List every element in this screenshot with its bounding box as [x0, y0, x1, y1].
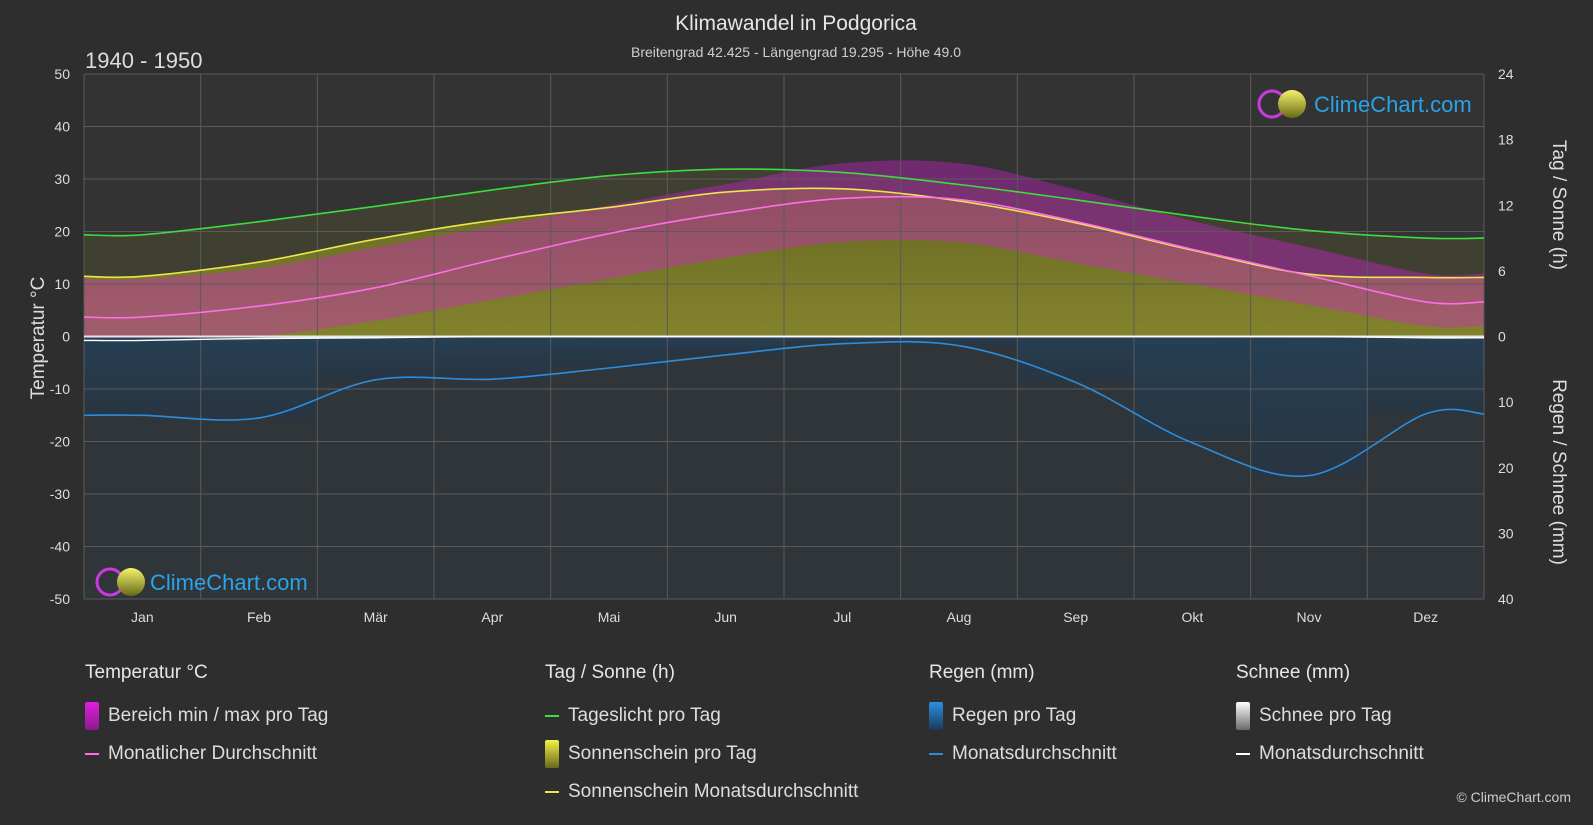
y-right-top-tick-label: 12	[1498, 197, 1514, 213]
legend-item-snow-avg: Monatsdurchschnitt	[1236, 740, 1424, 768]
logo-text-top: ClimeChart.com	[1314, 92, 1472, 117]
rain-bar	[1250, 336, 1368, 476]
y-right-top-label: Tag / Sonne (h)	[1548, 140, 1569, 270]
legend-snow: Schnee (mm) Schnee pro Tag Monatsdurchsc…	[1236, 662, 1424, 778]
y-left-tick-label: 0	[62, 329, 70, 345]
x-tick-label: Sep	[1063, 609, 1088, 625]
legend-item-snow: Schnee pro Tag	[1236, 702, 1424, 730]
logo-text-bottom: ClimeChart.com	[150, 570, 308, 595]
y-right-top-tick-label: 0	[1498, 329, 1506, 345]
period-label: 1940 - 1950	[85, 48, 202, 73]
y-right-top-tick-label: 24	[1498, 66, 1514, 82]
y-right-top-tick-label: 18	[1498, 132, 1514, 148]
legend-temp-avg-label: Monatlicher Durchschnitt	[108, 743, 318, 764]
y-right-bottom-label: Regen / Schnee (mm)	[1548, 379, 1569, 565]
snow-avg-swatch	[1236, 753, 1250, 755]
legend-temp-range-label: Bereich min / max pro Tag	[108, 705, 329, 726]
y-right-bottom-tick-label: 10	[1498, 394, 1514, 410]
y-right-bottom-tick-label: 40	[1498, 591, 1514, 607]
temp-range-swatch	[85, 702, 99, 730]
rain-avg-swatch	[929, 753, 943, 755]
rain-swatch	[929, 702, 943, 730]
logo-sun-icon	[1278, 90, 1306, 118]
snow-avg-line	[83, 335, 1485, 342]
legend-daylight-label: Tageslicht pro Tag	[568, 705, 721, 726]
logo-top: ClimeChart.com	[1257, 89, 1472, 119]
sunshine-swatch	[545, 740, 559, 768]
legend-rain-label: Regen pro Tag	[952, 705, 1077, 726]
logo-sun-icon	[117, 568, 145, 596]
y-left-tick-label: 30	[54, 171, 70, 187]
sunshine-avg-swatch	[545, 791, 559, 793]
climate-chart: 50 40 30 20 10 0 -10 -20 -30 -40 -50 24 18 12 6 0 10 20 30…	[28, 12, 1569, 625]
y-left-tick-label: -40	[50, 539, 70, 555]
snow-swatch	[1236, 702, 1250, 730]
legend-snow-label: Schnee pro Tag	[1259, 705, 1392, 726]
copyright: © ClimeChart.com	[1456, 789, 1571, 805]
legend-temperature-title: Temperatur °C	[85, 662, 208, 683]
x-tick-label: Aug	[947, 609, 972, 625]
daylight-line	[83, 168, 1485, 240]
temp-avg-swatch	[85, 753, 99, 755]
legend-rain: Regen (mm) Regen pro Tag Monatsdurchschn…	[929, 662, 1117, 778]
y-right-bottom-tick-label: 30	[1498, 525, 1514, 541]
y-left-tick-label: 50	[54, 66, 70, 82]
legend-snow-avg-label: Monatsdurchschnitt	[1259, 743, 1424, 764]
legend-rain-title: Regen (mm)	[929, 662, 1035, 683]
y-left-tick-label: -50	[50, 591, 70, 607]
y-left-label: Temperatur °C	[28, 277, 49, 400]
rain-bar	[784, 336, 901, 344]
legend-snow-title: Schnee (mm)	[1236, 662, 1351, 683]
y-left-tick-label: 40	[54, 119, 70, 135]
y-left-tick-label: -10	[50, 381, 70, 397]
rain-bar	[667, 336, 784, 355]
x-tick-label: Jun	[714, 609, 737, 625]
temp-avg-line	[83, 195, 1485, 319]
x-tick-label: Feb	[247, 609, 271, 625]
legend-temperature: Temperatur °C Bereich min / max pro Tag …	[85, 662, 328, 778]
y-left-tick-label: 10	[54, 276, 70, 292]
legend-item-temp-range: Bereich min / max pro Tag	[85, 702, 328, 730]
rain-bar	[317, 336, 434, 380]
y-left-tick-label: -30	[50, 486, 70, 502]
daylight-swatch	[545, 715, 559, 717]
rain-bar	[1134, 336, 1251, 443]
legend-item-temp-avg: Monatlicher Durchschnitt	[85, 740, 328, 768]
logo-bottom: ClimeChart.com	[95, 567, 308, 597]
rain-bar	[1367, 336, 1484, 414]
y-left-tick-label: 20	[54, 224, 70, 240]
legend-item-rain-avg: Monatsdurchschnitt	[929, 740, 1117, 768]
chart-title: Klimawandel in Podgorica	[675, 12, 917, 35]
rain-bar	[434, 336, 551, 380]
x-tick-label: Dez	[1413, 609, 1438, 625]
x-tick-label: Mai	[598, 609, 621, 625]
rain-bar	[84, 336, 201, 416]
legend-item-daylight: Tageslicht pro Tag	[545, 702, 858, 730]
legend-item-sunshine: Sonnenschein pro Tag	[545, 740, 858, 768]
x-tick-label: Apr	[481, 609, 503, 625]
chart-subtitle: Breitengrad 42.425 - Längengrad 19.295 -…	[631, 44, 961, 60]
legend-sunshine-label: Sonnenschein pro Tag	[568, 743, 757, 764]
x-tick-label: Jul	[833, 609, 851, 625]
rain-bar	[1017, 336, 1134, 383]
x-tick-label: Mär	[364, 609, 388, 625]
x-tick-label: Jan	[131, 609, 154, 625]
legend-item-sunshine-avg: Sonnenschein Monatsdurchschnitt	[545, 778, 858, 806]
legend-sunshine-avg-label: Sonnenschein Monatsdurchschnitt	[568, 781, 859, 802]
rain-avg-line	[83, 340, 1485, 478]
legend-sun-title: Tag / Sonne (h)	[545, 662, 675, 683]
legend-rain-avg-label: Monatsdurchschnitt	[952, 743, 1117, 764]
x-tick-label: Nov	[1297, 609, 1322, 625]
y-right-bottom-tick-label: 20	[1498, 460, 1514, 476]
legend-sun: Tag / Sonne (h) Tageslicht pro Tag Sonne…	[545, 662, 858, 816]
rain-bar	[900, 336, 1018, 346]
x-tick-label: Okt	[1181, 609, 1203, 625]
legend-item-rain: Regen pro Tag	[929, 702, 1117, 730]
y-left-tick-label: -20	[50, 434, 70, 450]
y-right-top-tick-label: 6	[1498, 263, 1506, 279]
rain-bar	[550, 336, 668, 368]
rain-bar	[200, 336, 318, 418]
